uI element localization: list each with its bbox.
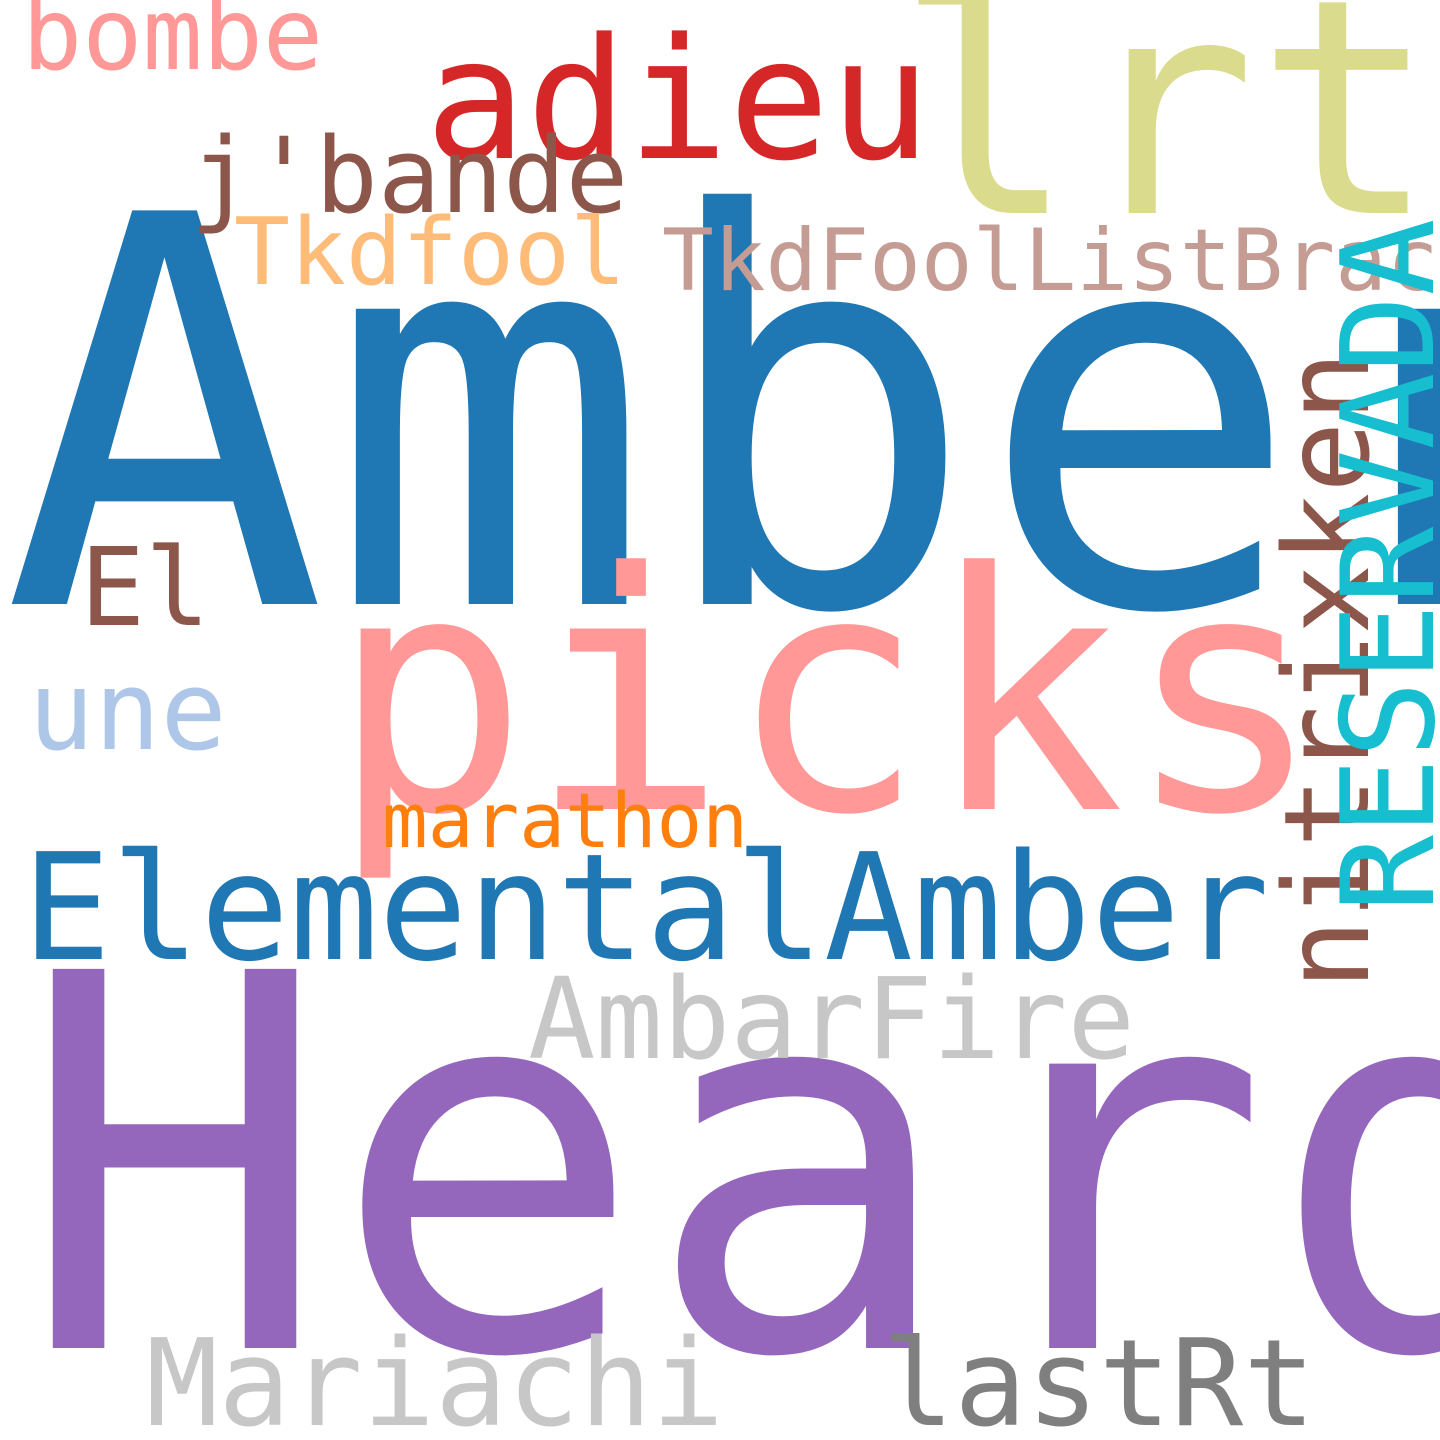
word-el: El: [80, 526, 211, 651]
word-elemental-amber: ElementalAmber: [22, 822, 1270, 994]
word-heard: Heard: [18, 865, 1440, 1440]
word-ambarfire: AmbarFire: [528, 955, 1135, 1085]
word-une: une: [28, 647, 227, 775]
word-bombe: bombe: [22, 0, 324, 93]
word-adieu: adieu: [425, 2, 931, 198]
word-lrt: lrt: [895, 0, 1437, 284]
word-reservada-vertical: RESERVADA: [1315, 218, 1440, 912]
word-tkdfool: Tkdfool: [234, 198, 626, 306]
word-picks: picks: [330, 503, 1324, 887]
word-lastrt: lastRt: [882, 1315, 1316, 1440]
word-marathon: marathon: [382, 776, 749, 865]
word-mariachi: Mariachi: [146, 1315, 724, 1440]
word-amber: Amber: [2, 104, 1440, 732]
word-tkdfool-list-bracket: TkdFoolListBracket: [662, 211, 1440, 311]
word-jbande: j'bande: [190, 115, 629, 237]
